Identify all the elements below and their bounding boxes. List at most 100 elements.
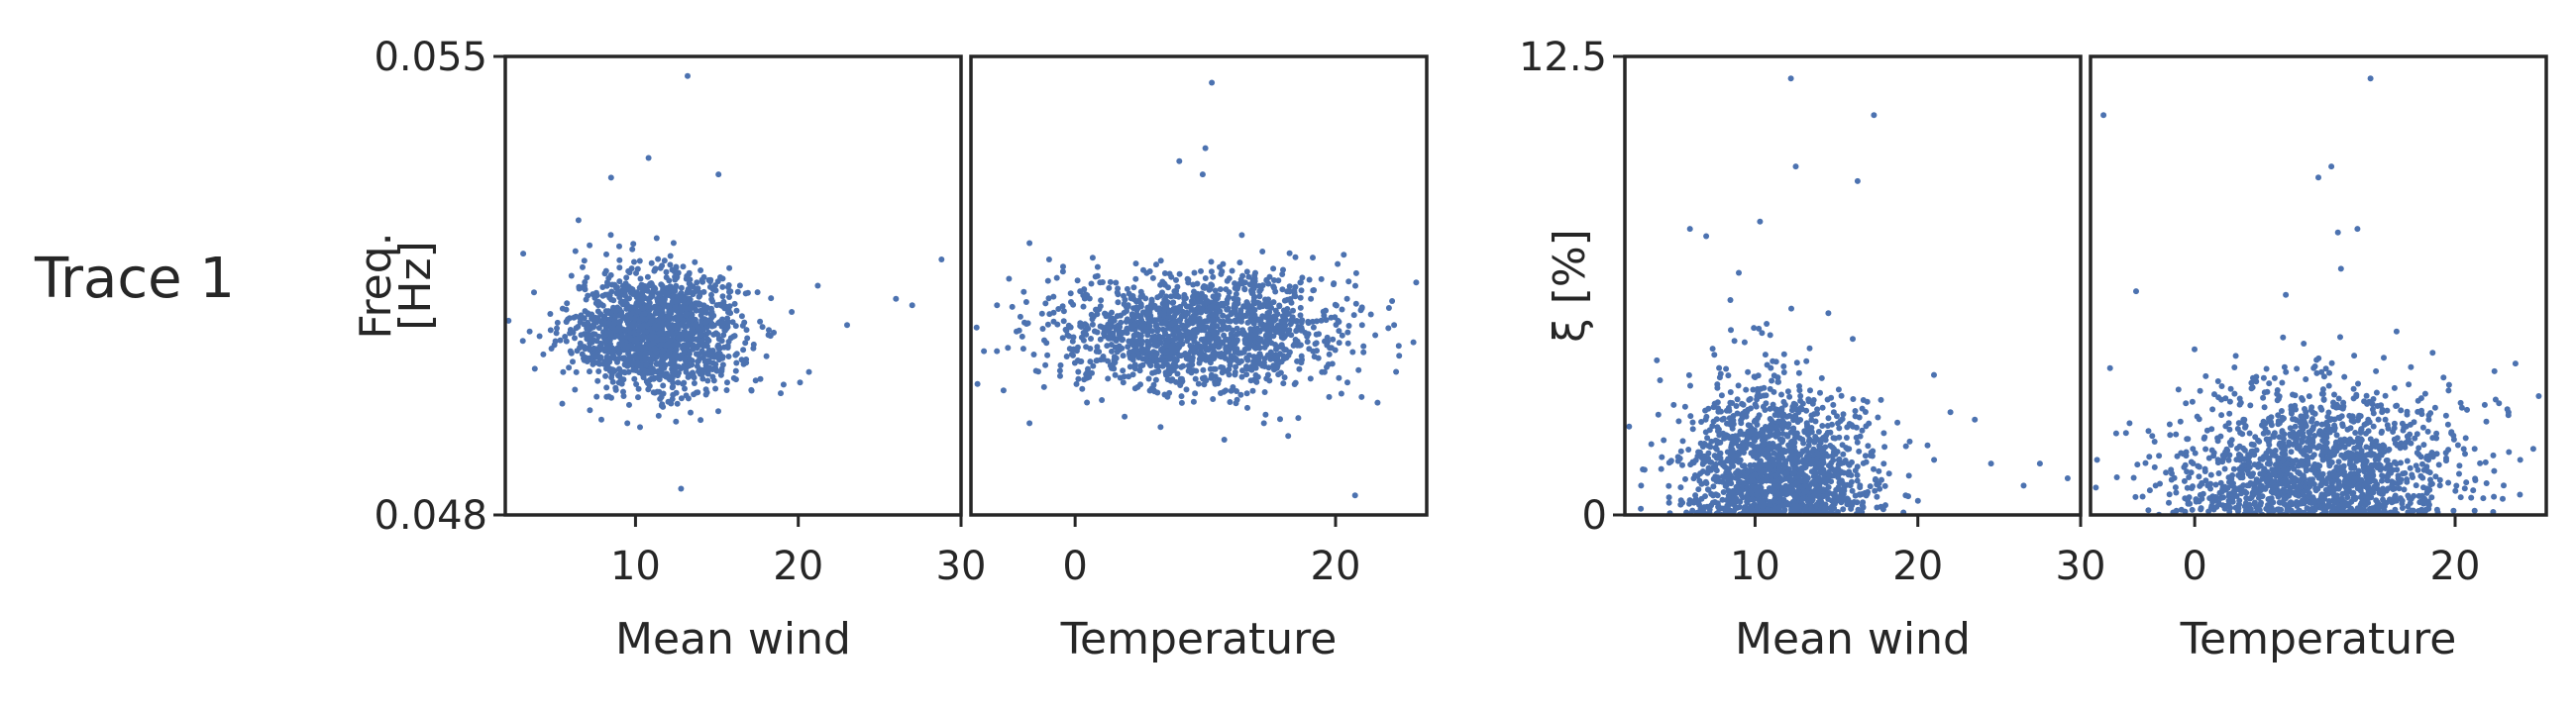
data-point [1699, 468, 1706, 474]
data-point [695, 389, 701, 396]
data-point [675, 372, 681, 379]
data-point [1257, 338, 1264, 345]
data-point [732, 323, 739, 330]
data-point [1232, 280, 1238, 287]
data-point [520, 251, 527, 257]
data-point [578, 332, 585, 339]
data-point [1251, 300, 1257, 307]
data-point [1759, 498, 1766, 505]
data-point [1280, 335, 1287, 342]
data-point [1797, 405, 1804, 411]
data-point [1014, 328, 1020, 335]
data-point [1782, 449, 1788, 456]
data-point [536, 333, 543, 340]
data-point [2382, 416, 2389, 423]
data-point [630, 241, 637, 248]
data-point [1060, 263, 1066, 270]
data-point [1211, 356, 1217, 362]
y-axis-label: ξ [%] [1545, 229, 1595, 343]
data-point [1718, 392, 1725, 399]
data-point [704, 357, 711, 364]
data-point [1786, 488, 1793, 495]
data-point [1216, 344, 1222, 351]
data-point [1810, 446, 1817, 453]
data-point [645, 154, 652, 161]
data-point [1708, 466, 1714, 473]
data-point [1740, 401, 1747, 408]
data-point [1792, 401, 1799, 408]
data-point [1244, 356, 1251, 363]
data-point [1208, 268, 1215, 275]
data-point [2328, 359, 2335, 366]
data-point [726, 264, 733, 271]
data-point [1828, 478, 1835, 485]
data-point [649, 283, 656, 290]
data-point [1716, 364, 1723, 371]
data-point [620, 376, 627, 383]
data-point [1733, 403, 1740, 409]
data-point [721, 327, 728, 334]
data-point [1225, 305, 1232, 312]
data-point [605, 344, 612, 351]
data-point [1071, 359, 1078, 366]
data-point [1358, 393, 1365, 400]
data-point [1221, 318, 1227, 325]
data-point [526, 328, 533, 335]
data-point [625, 283, 632, 290]
data-point [1757, 470, 1764, 477]
data-point [673, 364, 680, 371]
data-point [1251, 278, 1258, 284]
data-point [1728, 327, 1734, 334]
data-point [1080, 303, 1087, 310]
data-point [1166, 351, 1173, 357]
data-point [1212, 287, 1219, 294]
data-point [620, 393, 627, 399]
data-point [1345, 278, 1352, 285]
data-point [1195, 380, 1202, 387]
data-point [663, 370, 670, 377]
data-point [1088, 336, 1094, 342]
data-point [1810, 397, 1817, 403]
data-point [1784, 388, 1791, 395]
data-point [1257, 286, 1264, 293]
data-point [1005, 345, 1012, 352]
data-point [724, 319, 731, 326]
data-point [654, 388, 661, 395]
data-point [710, 377, 717, 384]
data-point [1038, 310, 1045, 317]
data-point [1316, 331, 1322, 338]
data-point [1854, 463, 1861, 470]
data-point [1880, 430, 1887, 437]
data-point [1096, 349, 1103, 356]
data-point [1835, 420, 1841, 427]
data-point [1286, 283, 1293, 290]
data-point [1053, 274, 1060, 281]
data-point [1143, 328, 1150, 335]
data-point [1199, 171, 1206, 178]
data-point [1947, 409, 1954, 416]
data-point [616, 256, 623, 263]
data-point [680, 320, 686, 327]
data-point [664, 284, 671, 291]
data-point [2318, 368, 2325, 375]
data-point [605, 393, 612, 400]
data-point [1265, 296, 1272, 303]
data-point [659, 282, 666, 289]
data-point [564, 300, 571, 307]
data-point [1257, 321, 1264, 327]
data-point [743, 359, 750, 366]
data-point [1840, 480, 1846, 487]
data-point [1070, 352, 1076, 358]
data-point [1298, 353, 1305, 359]
data-point [1154, 294, 1161, 301]
data-point [1727, 399, 1734, 406]
data-point [1345, 323, 1352, 329]
data-point [584, 325, 590, 331]
data-point [1078, 334, 1085, 341]
data-point [1324, 342, 1331, 349]
data-point [1720, 415, 1727, 422]
data-point [573, 368, 580, 375]
data-point [1043, 340, 1050, 347]
